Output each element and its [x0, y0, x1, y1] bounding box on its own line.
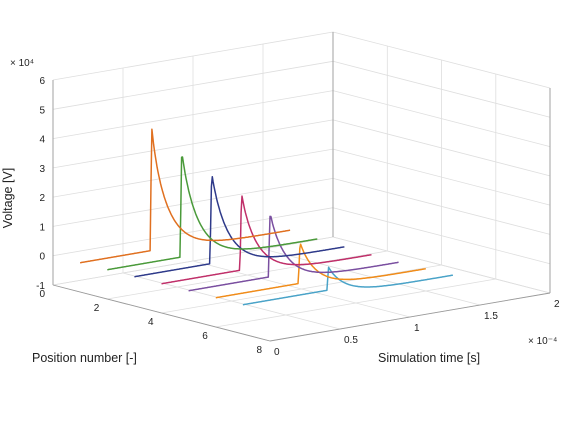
- gridline-floor: [215, 278, 496, 328]
- z-axis-multiplier: × 10⁴: [10, 58, 34, 69]
- z-tick-label: 5: [39, 105, 45, 116]
- y-tick-label: 0: [274, 347, 280, 358]
- gridline-floor: [52, 236, 334, 286]
- x-tick-label: 2: [94, 303, 100, 314]
- series-layer: [80, 128, 454, 306]
- x-axis-label: Position number [-]: [32, 351, 137, 365]
- series-line-position-5: [188, 215, 399, 292]
- y-axis-multiplier: × 10⁻⁴: [528, 336, 557, 347]
- z-tick-label: 4: [39, 135, 45, 146]
- z-tick-label: 6: [39, 76, 45, 87]
- y-tick-label: 1: [414, 323, 420, 334]
- axes-layer: [52, 32, 551, 342]
- z-axis-label: Voltage [V]: [1, 168, 15, 228]
- series-line-position-7: [242, 266, 454, 306]
- y-tick-label: 0.5: [344, 335, 358, 346]
- x-tick-label: 0: [39, 289, 45, 300]
- gridline-floor: [161, 264, 442, 314]
- z-tick-label: 3: [39, 164, 45, 175]
- series-line-position-6: [215, 243, 426, 299]
- x-tick-label: 8: [256, 345, 262, 356]
- y-axis-label: Simulation time [s]: [378, 351, 480, 365]
- y-tick-label: 2: [554, 299, 560, 310]
- z-tick-label: -1: [36, 281, 45, 292]
- x-axis-line: [52, 284, 271, 342]
- series-line-position-1: [80, 128, 291, 264]
- y-axis-line: [269, 292, 551, 342]
- gridline-floor: [107, 250, 388, 300]
- z-tick-label: 1: [39, 222, 45, 233]
- x-tick-label: 4: [148, 317, 154, 328]
- series-line-position-3: [134, 175, 345, 278]
- y-tick-label: 1.5: [484, 311, 498, 322]
- z-tick-label: 2: [39, 193, 45, 204]
- z-tick-label: 0: [39, 252, 45, 263]
- x-tick-label: 6: [202, 331, 208, 342]
- series-line-position-4: [161, 195, 372, 285]
